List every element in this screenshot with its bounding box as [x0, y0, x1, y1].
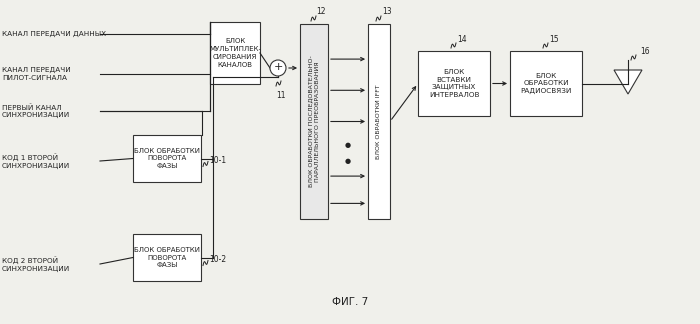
Bar	[210, 22, 260, 84]
Text: 11: 11	[276, 90, 286, 99]
Bar	[368, 24, 390, 219]
Text: 10-1: 10-1	[209, 156, 227, 165]
Text: ПЕРВЫЙ КАНАЛ
СИНХРОНИЗАЦИИ: ПЕРВЫЙ КАНАЛ СИНХРОНИЗАЦИИ	[2, 104, 70, 118]
Text: 16: 16	[640, 47, 650, 55]
Text: БЛОК
ОБРАБОТКИ
РАДИОСВЯЗИ: БЛОК ОБРАБОТКИ РАДИОСВЯЗИ	[520, 73, 572, 94]
Circle shape	[270, 60, 286, 76]
Text: 15: 15	[550, 34, 559, 43]
Text: 13: 13	[382, 7, 392, 17]
Text: БЛОК ОБРАБОТКИ ПОСЛЕДОВАТЕЛЬНО-
ПАРАЛЛЕЛЬНОГО ПРЕОБРАЗОВАНИЯ: БЛОК ОБРАБОТКИ ПОСЛЕДОВАТЕЛЬНО- ПАРАЛЛЕЛ…	[308, 56, 320, 187]
Text: КАНАЛ ПЕРЕДАЧИ ДАННЫХ: КАНАЛ ПЕРЕДАЧИ ДАННЫХ	[2, 31, 106, 37]
Text: 10-2: 10-2	[209, 255, 227, 264]
Text: БЛОК
ВСТАВКИ
ЗАЩИТНЫХ
ИНТЕРВАЛОВ: БЛОК ВСТАВКИ ЗАЩИТНЫХ ИНТЕРВАЛОВ	[428, 69, 480, 98]
Text: ●: ●	[345, 157, 351, 164]
Text: ФИГ. 7: ФИГ. 7	[332, 297, 368, 307]
Text: +: +	[273, 63, 283, 73]
Bar	[300, 24, 328, 219]
Text: 12: 12	[316, 7, 326, 17]
Bar	[418, 51, 490, 116]
Text: БЛОК ОБРАБОТКИ
ПОВОРОТА
ФАЗЫ: БЛОК ОБРАБОТКИ ПОВОРОТА ФАЗЫ	[134, 148, 200, 169]
Bar	[510, 51, 582, 116]
Polygon shape	[614, 70, 642, 94]
Text: 14: 14	[457, 34, 467, 43]
Text: БЛОК ОБРАБОТКИ IFFT: БЛОК ОБРАБОТКИ IFFT	[377, 84, 382, 159]
Bar	[133, 135, 201, 182]
Text: БЛОК ОБРАБОТКИ
ПОВОРОТА
ФАЗЫ: БЛОК ОБРАБОТКИ ПОВОРОТА ФАЗЫ	[134, 247, 200, 268]
Bar	[133, 234, 201, 281]
Text: БЛОК
МУЛЬТИПЛЕК-
СИРОВАНИЯ
КАНАЛОВ: БЛОК МУЛЬТИПЛЕК- СИРОВАНИЯ КАНАЛОВ	[209, 38, 261, 68]
Text: КОД 2 ВТОРОЙ
СИНХРОНИЗАЦИИ: КОД 2 ВТОРОЙ СИНХРОНИЗАЦИИ	[2, 256, 70, 272]
Text: КАНАЛ ПЕРЕДАЧИ
ПИЛОТ-СИГНАЛА: КАНАЛ ПЕРЕДАЧИ ПИЛОТ-СИГНАЛА	[2, 67, 71, 81]
Text: ●: ●	[345, 142, 351, 148]
Text: КОД 1 ВТОРОЙ
СИНХРОНИЗАЦИИ: КОД 1 ВТОРОЙ СИНХРОНИЗАЦИИ	[2, 153, 70, 169]
